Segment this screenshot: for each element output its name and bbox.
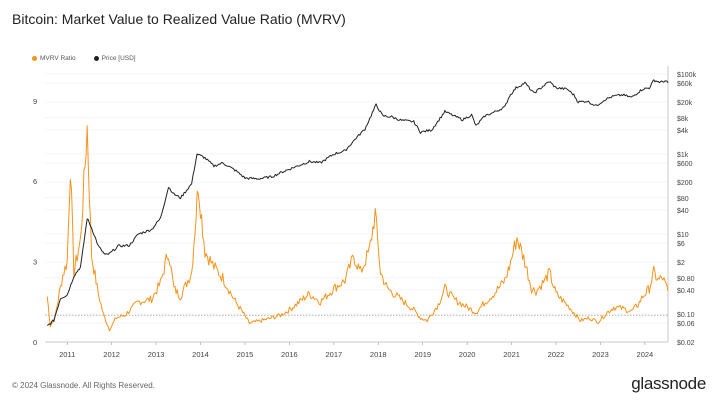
left-axis-tick-label: 9: [33, 97, 37, 106]
right-axis-tick-label: $60k: [677, 81, 693, 88]
left-axis-tick-label: 6: [33, 177, 37, 186]
x-axis-tick-label: 2011: [59, 350, 75, 359]
x-axis-tick-label: 2016: [281, 350, 298, 359]
plot-area: [45, 66, 668, 342]
right-axis-tick-label: $40: [677, 208, 689, 215]
right-axis-tick-label: $0.06: [677, 321, 695, 328]
right-axis-tick-label: $0.40: [677, 288, 695, 295]
right-axis-tick-label: $8k: [677, 116, 689, 123]
right-axis-tick-label: $10: [677, 232, 689, 239]
x-axis-tick-label: 2023: [592, 350, 609, 359]
right-axis-tick-label: $0.80: [677, 276, 695, 283]
right-axis-tick-label: $80: [677, 196, 689, 203]
page-title: Bitcoin: Market Value to Realized Value …: [12, 11, 346, 27]
right-axis-tick-label: $0.10: [677, 312, 695, 319]
price-line: [46, 79, 669, 326]
x-axis-tick-label: 2020: [459, 350, 476, 359]
right-axis-tick-label: $100k: [677, 72, 697, 79]
right-axis-tick-label: $0.02: [677, 340, 695, 347]
black-dot-icon: [93, 55, 99, 61]
right-axis-tick-label: $20k: [677, 100, 693, 107]
right-axis-tick-label: $200: [677, 180, 693, 187]
right-axis-tick-label: $600: [677, 161, 693, 168]
legend-label: Price [USD]: [101, 55, 136, 62]
legend-item-price[interactable]: Price [USD]: [93, 55, 136, 62]
mvrv-ratio-line: [46, 125, 669, 332]
x-axis-tick-label: 2021: [503, 350, 520, 359]
x-axis-tick-label: 2018: [370, 350, 387, 359]
chart-legend: MVRV Ratio Price [USD]: [32, 55, 136, 62]
right-axis-tick-label: $2: [677, 260, 685, 267]
legend-item-mvrv[interactable]: MVRV Ratio: [32, 55, 76, 62]
right-axis-tick-label: $6: [677, 241, 685, 248]
x-axis-tick-label: 2024: [637, 350, 654, 359]
x-axis-tick-label: 2022: [548, 350, 565, 359]
left-axis-tick-label: 3: [33, 258, 37, 267]
x-axis-tick-label: 2015: [237, 350, 254, 359]
legend-label: MVRV Ratio: [40, 55, 76, 62]
x-axis-tick-label: 2012: [103, 350, 120, 359]
x-axis-tick-label: 2013: [148, 350, 165, 359]
copyright: © 2024 Glassnode. All Rights Reserved.: [12, 381, 155, 390]
right-axis-tick-label: $4k: [677, 128, 689, 135]
right-axis-tick-label: $1k: [677, 152, 689, 159]
glassnode-logo: glassnode: [631, 374, 706, 393]
orange-dot-icon: [32, 55, 37, 61]
x-axis-tick-label: 2019: [414, 350, 431, 359]
x-axis-tick-label: 2014: [192, 350, 209, 359]
left-axis-tick-label: 0: [33, 338, 37, 347]
x-axis-tick-label: 2017: [325, 350, 342, 359]
